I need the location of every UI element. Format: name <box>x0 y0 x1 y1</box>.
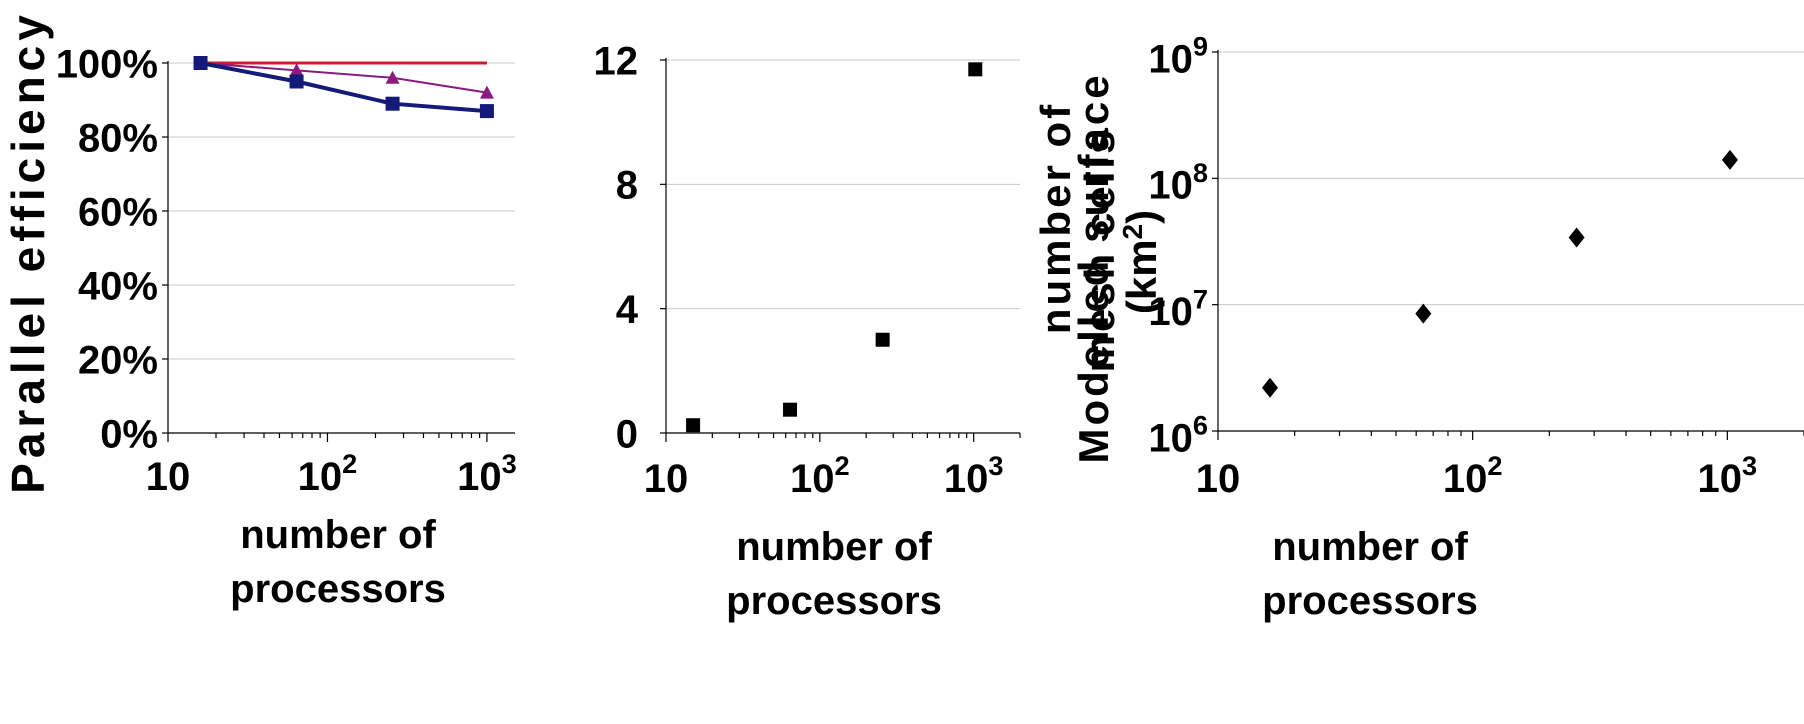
data-point-0-2 <box>1568 227 1585 248</box>
efficiency-chart-panel: 0% 20% 40% 60% 80% 100% 10 102 103 Parallel effi… <box>0 0 560 724</box>
x-tick-label: 102 <box>1443 450 1503 501</box>
data-point-0-2 <box>875 332 890 347</box>
x-axis-label-line1: number of <box>736 525 932 569</box>
data-point-0-1 <box>783 402 798 417</box>
data-point-2-0 <box>193 56 208 70</box>
x-tick-label: 102 <box>790 450 850 501</box>
data-point-1-3 <box>479 85 494 99</box>
x-tick-label: 103 <box>944 450 1004 501</box>
x-tick-label: 103 <box>457 448 517 499</box>
y-tick-label: 100% <box>56 42 158 86</box>
data-point-0-0 <box>1261 377 1278 398</box>
data-point-2-2 <box>385 96 400 111</box>
y-tick-label: 12 <box>594 39 639 83</box>
series-line-1 <box>200 62 488 94</box>
y-axis-label-line1: Modelled surface <box>1070 72 1117 463</box>
y-axis-unit-sup: 2 <box>1117 224 1148 240</box>
y-tick-label: 60% <box>78 190 158 234</box>
data-point-1-1 <box>289 63 304 77</box>
mesh-cells-chart-panel: 106 107 108 109 10 102 103 number of mesh cell… <box>1032 0 1804 724</box>
x-axis-label-line2: processors <box>726 579 942 623</box>
y-axis-label-line2: mesh cells <box>1076 128 1123 373</box>
y-tick-label: 4 <box>616 288 639 332</box>
y-tick-label: 106 <box>1148 410 1208 461</box>
y-tick-label: 108 <box>1148 157 1208 208</box>
x-tick-label: 102 <box>298 448 358 499</box>
y-axis-unit: (km <box>1118 239 1165 314</box>
data-point-2-3 <box>479 104 494 119</box>
x-tick-label: 10 <box>644 457 689 501</box>
data-point-1-2 <box>385 70 400 84</box>
efficiency-chart: 0% 20% 40% 60% 80% 100% 10 102 103 Parallel effi… <box>2 10 517 611</box>
x-axis-label-line1: number of <box>240 513 436 557</box>
y-tick-label: 8 <box>616 164 638 208</box>
y-axis-label-line2: (km2) <box>1117 210 1165 314</box>
x-axis-label-line2: processors <box>1262 579 1478 623</box>
data-point-0-3 <box>1721 149 1738 170</box>
y-axis-label: Parallel efficiency <box>2 10 54 494</box>
x-axis-label-line1: number of <box>1272 525 1468 569</box>
y-tick-label: 0% <box>100 412 158 456</box>
x-tick-label: 103 <box>1698 450 1758 501</box>
data-point-0-1 <box>1415 303 1432 324</box>
y-axis-unit-close: ) <box>1118 210 1165 224</box>
data-point-0-0 <box>686 418 701 433</box>
x-tick-label: 10 <box>1196 457 1241 501</box>
data-point-2-1 <box>289 74 304 89</box>
surface-chart: 0 4 8 12 10 102 103 Modelled surface (km2) num… <box>594 39 1166 623</box>
y-tick-label: 109 <box>1148 31 1208 82</box>
y-axis-label-line1: number of <box>1032 102 1079 334</box>
y-tick-label: 107 <box>1148 283 1208 334</box>
x-tick-label: 10 <box>146 455 191 499</box>
y-tick-label: 40% <box>78 264 158 308</box>
mesh-cells-chart: 106 107 108 109 10 102 103 number of mesh cell… <box>1032 31 1804 623</box>
data-point-0-3 <box>968 62 983 77</box>
x-axis-label-line2: processors <box>230 567 446 611</box>
series-line-2 <box>200 61 488 114</box>
y-tick-label: 0 <box>616 412 638 456</box>
y-tick-label: 80% <box>78 116 158 160</box>
y-tick-label: 20% <box>78 338 158 382</box>
surface-chart-panel: 0 4 8 12 10 102 103 Modelled surface (km2) num… <box>560 0 1180 724</box>
